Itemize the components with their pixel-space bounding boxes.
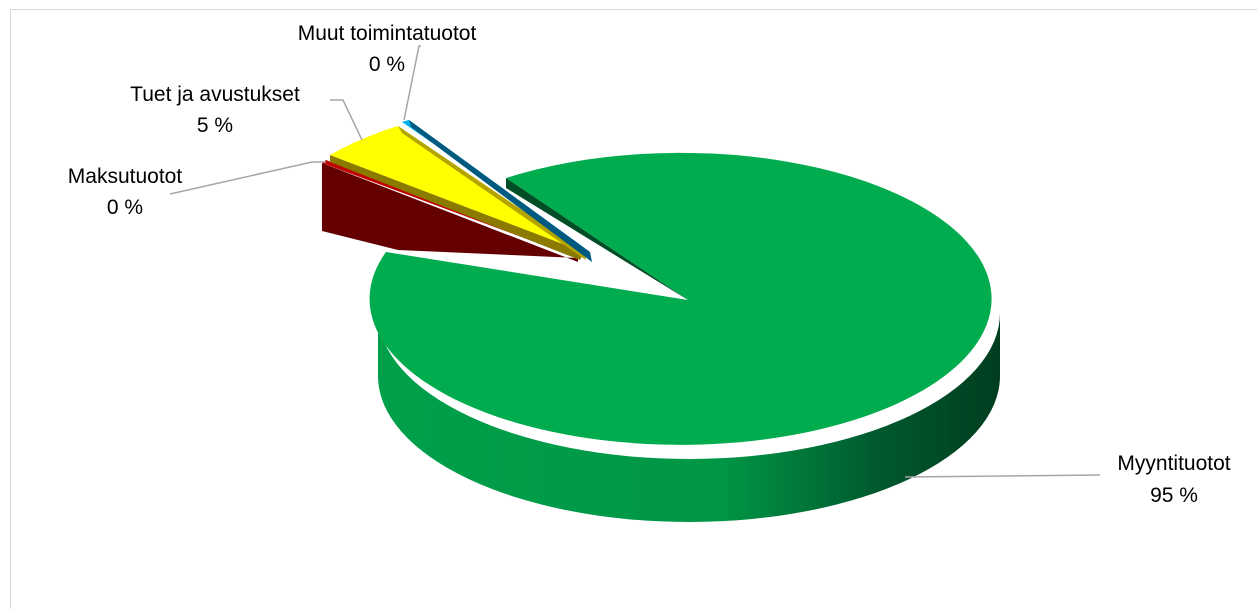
slice-tuet-top <box>330 126 584 252</box>
label-myyntituotot-name: Myyntituotot <box>1117 452 1230 475</box>
leader-line-tuet <box>330 99 363 141</box>
slice-muut-side <box>409 120 592 262</box>
pie-slice-muut <box>402 120 592 262</box>
slice-myyntituotot-top <box>369 152 992 445</box>
slice-myyntituotot-side <box>378 313 1000 522</box>
leader-line-maksutuotot <box>169 161 326 195</box>
label-muut-name: Muut toimintatuotot <box>298 22 477 45</box>
chart-frame <box>10 9 1257 609</box>
label-maksutuotot-value: 0 % <box>107 196 143 219</box>
leader-line-myyntituotot <box>904 474 1101 478</box>
slice-myyntituotot-wedge-face <box>506 178 688 300</box>
label-tuet-name: Tuet ja avustukset <box>130 83 300 106</box>
label-maksutuotot-name: Maksutuotot <box>68 165 183 188</box>
pie-slice-tuet <box>330 126 586 260</box>
leader-line-muut <box>403 45 421 121</box>
label-tuet-value: 5 % <box>197 114 233 137</box>
label-muut-value: 0 % <box>369 53 405 76</box>
label-myyntituotot-value: 95 % <box>1150 484 1198 507</box>
pie-slice-myyntituotot <box>369 152 1000 522</box>
slice-maksutuotot-side <box>322 163 578 262</box>
slice-tuet-side <box>330 155 584 260</box>
slice-tuet-cut <box>398 126 586 260</box>
